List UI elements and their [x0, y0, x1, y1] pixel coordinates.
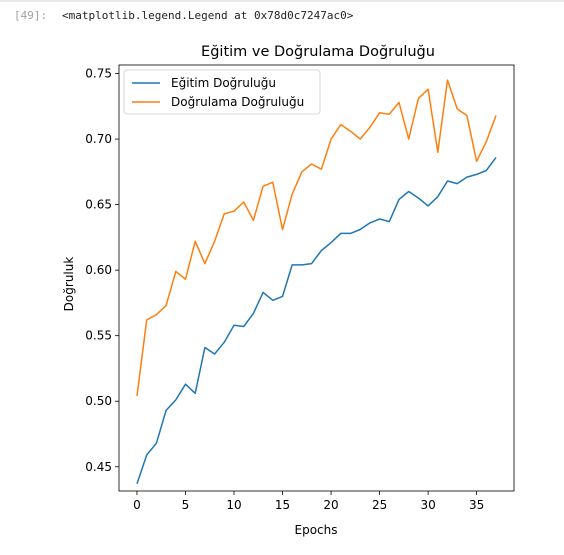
legend-label-1: Doğrulama Doğruluğu — [171, 95, 304, 109]
y-tick-label: 0.45 — [85, 460, 112, 474]
y-axis: 0.45 0.50 0.55 0.60 0.65 0.70 0.75 — [85, 67, 119, 474]
y-tick-label: 0.50 — [85, 394, 112, 408]
x-axis: 0 5 10 15 20 25 30 35 — [133, 491, 484, 512]
y-tick-label: 0.70 — [85, 132, 112, 146]
series-line-1 — [136, 79, 497, 397]
x-tick-label: 20 — [323, 498, 338, 512]
x-tick-label: 15 — [275, 498, 290, 512]
y-tick-label: 0.55 — [85, 329, 112, 343]
x-tick-label: 10 — [226, 498, 241, 512]
x-tick-label: 35 — [469, 498, 484, 512]
plot-frame — [118, 64, 515, 492]
cell-prompt: [49]: — [14, 9, 48, 22]
x-tick-label: 5 — [182, 498, 190, 512]
x-axis-title: Epochs — [295, 523, 338, 537]
chart-title: Eğitim ve Doğrulama Doğruluğu — [201, 44, 435, 60]
plot-area — [118, 64, 515, 492]
legend-box — [123, 69, 321, 115]
series-line-0 — [136, 156, 497, 485]
cell-top-rule — [0, 0, 564, 2]
y-tick-label: 0.65 — [85, 198, 112, 212]
y-tick-label: 0.60 — [85, 263, 112, 277]
legend: Eğitim Doğruluğu Doğrulama Doğruluğu — [123, 69, 321, 115]
x-tick-label: 0 — [133, 498, 141, 512]
y-tick-label: 0.75 — [85, 67, 112, 81]
x-tick-label: 30 — [420, 498, 435, 512]
cell-output-text: <matplotlib.legend.Legend at 0x78d0c7247… — [62, 9, 354, 22]
y-axis-title: Doğruluk — [62, 257, 76, 312]
legend-label-0: Eğitim Doğruluğu — [171, 76, 276, 90]
x-tick-label: 25 — [372, 498, 387, 512]
